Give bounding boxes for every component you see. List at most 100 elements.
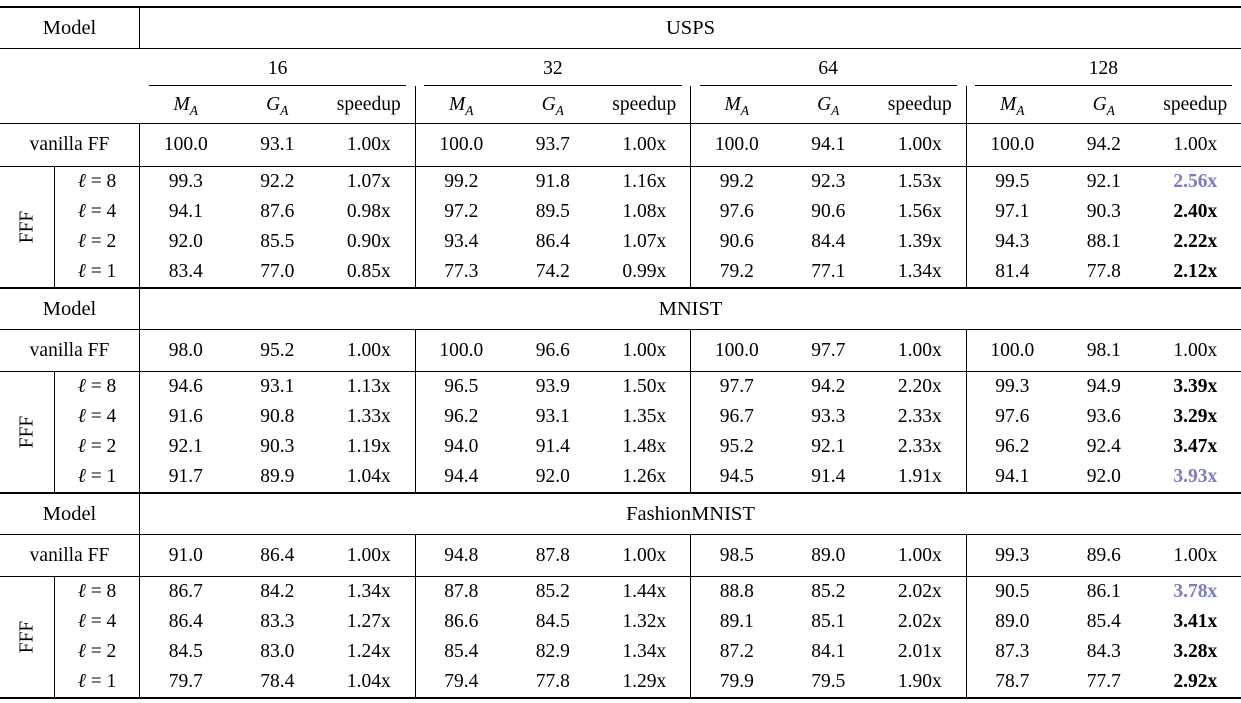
metric-header-ga-letter: G: [817, 93, 832, 115]
ma-cell: 84.5: [168, 641, 203, 662]
ga-cell: 85.5: [260, 231, 295, 252]
speedup-cell: 1.48x: [622, 436, 667, 457]
speedup-cell: 1.35x: [622, 406, 667, 427]
fff-row: ℓ = 4 94.1 87.6 0.98x 97.2 89.5 1.08x 97.6 90.6 1…: [55, 197, 1241, 227]
ell-label-cell: ℓ = 2: [55, 227, 140, 257]
speedup-cell: 2.20x: [897, 376, 942, 397]
metric-header-ga: GA: [232, 94, 324, 118]
speedup-cell: 1.26x: [622, 466, 667, 487]
speedup-cell: 2.92x: [1173, 671, 1218, 692]
fff-row-groups: 79.7 78.4 1.04x 79.4 77.8 1.29x 79.9 79.5 1.90x 7…: [140, 667, 1241, 697]
metric-group: 99.3 94.9 3.39x: [965, 372, 1241, 402]
fff-row-groups: 92.1 90.3 1.19x 94.0 91.4 1.48x 95.2 92.1 2.33x 9…: [140, 432, 1241, 462]
metric-group: 96.2 93.1 1.35x: [414, 402, 691, 432]
ma-cell: 81.4: [995, 261, 1030, 282]
ell-value: = 8: [85, 581, 117, 602]
ell-value: = 1: [85, 671, 117, 692]
ga-cell: 93.7: [535, 134, 570, 155]
metric-group: 79.4 77.8 1.29x: [414, 667, 691, 697]
speedup-cell: 1.39x: [897, 231, 942, 252]
batch-size-label: 64: [818, 58, 838, 79]
horizontal-rule: [0, 287, 1241, 289]
ma-cell: 86.4: [168, 611, 203, 632]
metric-group: 81.4 77.8 2.12x: [965, 257, 1241, 287]
ma-cell: 88.8: [719, 581, 754, 602]
speedup-cell: 1.00x: [346, 134, 391, 155]
model-header-cell: Model: [0, 289, 140, 329]
fff-row: ℓ = 2 92.0 85.5 0.90x 93.4 86.4 1.07x 90.6 84.4 1…: [55, 227, 1241, 257]
ma-cell: 93.4: [444, 231, 479, 252]
vanilla-label: vanilla FF: [29, 544, 110, 566]
ma-cell: 100.0: [714, 339, 759, 361]
fff-row: ℓ = 1 83.4 77.0 0.85x 77.3 74.2 0.99x 79.2 77.1 1…: [55, 257, 1241, 287]
speedup-cell: 1.00x: [346, 339, 391, 361]
ma-cell: 99.3: [995, 544, 1030, 566]
ma-cell: 79.9: [719, 671, 754, 692]
ga-cell: 90.6: [811, 201, 846, 222]
ma-cell: 100.0: [990, 134, 1035, 155]
speedup-cell: 1.07x: [346, 171, 391, 192]
header-groups: MA GA speedup MA GA speedup MA GA speedup MA GA spe…: [140, 86, 1241, 123]
fff-row-groups: 91.6 90.8 1.33x 96.2 93.1 1.35x 96.7 93.3 2.33x 9…: [140, 402, 1241, 432]
model-header-label: Model: [42, 16, 97, 39]
metric-header-ma-subscript: A: [740, 102, 749, 118]
metric-header-ga-subscript: A: [831, 102, 840, 118]
speedup-cell: 1.04x: [346, 671, 391, 692]
ell-value: = 4: [85, 201, 117, 222]
metric-group: 79.9 79.5 1.90x: [690, 667, 966, 697]
metric-group: 100.0 93.1 1.00x: [140, 124, 415, 166]
metric-group: 92.1 90.3 1.19x: [140, 432, 415, 462]
ell-symbol: ℓ: [77, 261, 86, 282]
ma-cell: 85.4: [444, 641, 479, 662]
speedup-cell: 1.00x: [897, 339, 942, 361]
dataset-label: USPS: [665, 16, 715, 39]
fff-block: FFF ℓ = 8 99.3 92.2 1.07x 99.2 91.8 1.16x 99.2 92…: [0, 167, 1241, 287]
fff-row: ℓ = 8 94.6 93.1 1.13x 96.5 93.9 1.50x 97.7 94.2 2…: [55, 372, 1241, 402]
speedup-cell: 1.16x: [622, 171, 667, 192]
metric-header-ma-subscript: A: [1016, 102, 1025, 118]
metric-group: 86.4 83.3 1.27x: [140, 607, 415, 637]
ma-cell: 96.2: [444, 406, 479, 427]
ma-cell: 86.6: [444, 611, 479, 632]
ga-cell: 89.0: [811, 544, 846, 566]
batch-size-label: 32: [543, 58, 563, 79]
fff-block: FFF ℓ = 8 94.6 93.1 1.13x 96.5 93.9 1.50x 97.7 94…: [0, 372, 1241, 492]
metric-header-ma-letter: M: [449, 93, 466, 115]
batch-group: 64: [691, 49, 966, 86]
speedup-cell: 1.00x: [897, 544, 942, 566]
metric-header-ga-subscript: A: [1106, 102, 1115, 118]
fff-row: ℓ = 1 79.7 78.4 1.04x 79.4 77.8 1.29x 79.9 79.5 1…: [55, 667, 1241, 697]
ell-label-cell: ℓ = 1: [55, 462, 140, 492]
speedup-cell: 0.99x: [622, 261, 667, 282]
ma-cell: 94.0: [444, 436, 479, 457]
ell-symbol: ℓ: [77, 376, 86, 397]
speedup-cell: 1.34x: [346, 581, 391, 602]
ell-value: = 2: [85, 231, 117, 252]
metric-group: 96.2 92.4 3.47x: [965, 432, 1241, 462]
speedup-cell: 3.29x: [1173, 406, 1218, 427]
metric-group: 92.0 85.5 0.90x: [140, 227, 415, 257]
metric-group: 94.1 92.0 3.93x: [965, 462, 1241, 492]
speedup-cell: 1.08x: [622, 201, 667, 222]
batch-group: 128: [966, 49, 1241, 86]
vanilla-label-cell: vanilla FF: [0, 535, 140, 576]
speedup-cell: 2.01x: [897, 641, 942, 662]
fff-row-groups: 92.0 85.5 0.90x 93.4 86.4 1.07x 90.6 84.4 1.39x 9…: [140, 227, 1241, 257]
ell-label-cell: ℓ = 8: [55, 577, 140, 607]
metric-group: 79.7 78.4 1.04x: [140, 667, 415, 697]
ga-cell: 79.5: [811, 671, 846, 692]
metric-group: 100.0 94.2 1.00x: [965, 124, 1241, 166]
ma-cell: 91.0: [168, 544, 203, 566]
metric-group: 94.1 87.6 0.98x: [140, 197, 415, 227]
metric-header-ga-subscript: A: [280, 102, 289, 118]
horizontal-rule: [0, 123, 1241, 124]
speedup-cell: 1.00x: [346, 544, 391, 566]
ell-symbol: ℓ: [77, 611, 86, 632]
metric-group: 84.5 83.0 1.24x: [140, 637, 415, 667]
ma-cell: 77.3: [444, 261, 479, 282]
ga-cell: 77.0: [260, 261, 295, 282]
ga-cell: 86.1: [1086, 581, 1121, 602]
metric-group: 98.5 89.0 1.00x: [690, 535, 966, 576]
metric-group: 94.4 92.0 1.26x: [414, 462, 691, 492]
batch-size-label: 16: [267, 58, 288, 79]
